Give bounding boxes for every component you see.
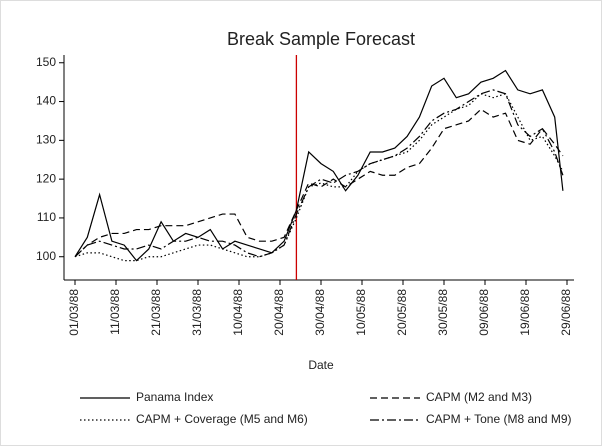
x-tick-label: 20/05/88 (395, 289, 409, 336)
y-tick-label: 100 (36, 249, 56, 263)
x-tick-label: 30/05/88 (436, 289, 450, 336)
series-line (74, 108, 564, 258)
y-tick-label: 110 (37, 210, 56, 224)
series-line (74, 69, 564, 262)
x-tick-label: 10/04/88 (231, 289, 245, 336)
x-tick-label: 20/04/88 (272, 289, 286, 336)
x-tick-label: 10/05/88 (354, 289, 368, 336)
x-tick-label: 09/06/88 (477, 289, 491, 336)
x-axis-label: Date (308, 358, 334, 372)
x-tick-label: 11/03/88 (108, 289, 122, 335)
series-line (74, 93, 564, 262)
y-tick-label: 130 (36, 133, 56, 147)
legend-label: CAPM + Coverage (M5 and M6) (136, 412, 308, 426)
series-line (74, 89, 564, 258)
x-tick-label: 30/04/88 (313, 289, 327, 336)
y-tick-label: 140 (36, 94, 56, 108)
legend-label: Panama Index (136, 390, 213, 404)
x-tick-label: 19/06/88 (518, 289, 532, 336)
y-tick-label: 120 (36, 171, 56, 185)
chart-title: Break Sample Forecast (227, 29, 415, 49)
legend-label: CAPM + Tone (M8 and M9) (426, 412, 572, 426)
x-tick-label: 21/03/88 (149, 289, 163, 336)
legend-label: CAPM (M2 and M3) (426, 390, 532, 404)
x-tick-label: 29/06/88 (559, 289, 573, 336)
x-tick-label: 31/03/88 (190, 289, 204, 336)
y-tick-label: 150 (36, 55, 56, 69)
x-tick-label: 01/03/88 (67, 289, 81, 336)
